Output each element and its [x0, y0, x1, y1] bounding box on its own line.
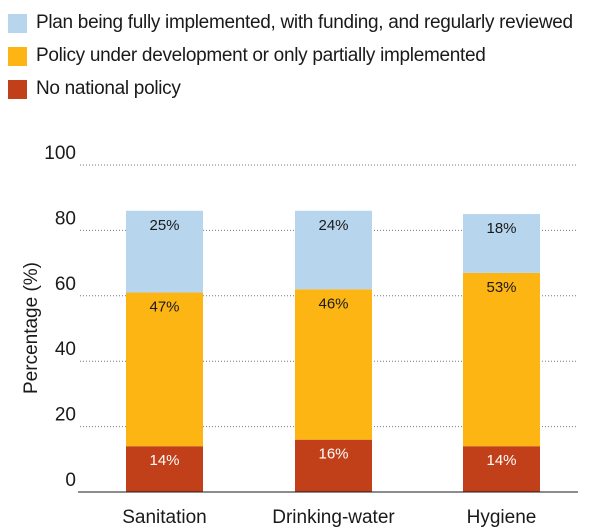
x-category-label: Sanitation: [122, 507, 207, 528]
data-label: 25%: [149, 217, 179, 234]
data-label: 53%: [486, 279, 516, 296]
legend-label-partially-implemented: Policy under development or only partial…: [36, 45, 486, 66]
legend-item-partially-implemented: Policy under development or only partial…: [8, 43, 573, 69]
bar-segment: [463, 446, 540, 492]
legend-item-no-policy: No national policy: [8, 76, 573, 102]
bar-segment: [126, 210, 203, 293]
x-category-label: Drinking-water: [272, 507, 395, 528]
y-axis-title: Percentage (%): [21, 262, 42, 394]
legend-item-fully-implemented: Plan being fully implemented, with fundi…: [8, 10, 573, 36]
bar-segment: [463, 272, 540, 447]
bar-segment: [295, 210, 372, 290]
data-label: 16%: [318, 446, 348, 463]
y-tick-label: 60: [55, 274, 76, 295]
legend-label-fully-implemented: Plan being fully implemented, with fundi…: [36, 12, 573, 33]
data-label: 18%: [486, 220, 516, 237]
data-label: 47%: [149, 299, 179, 316]
data-label: 14%: [486, 452, 516, 469]
data-label: 46%: [318, 295, 348, 312]
bar-segment: [126, 446, 203, 492]
y-tick-label: 20: [55, 405, 76, 426]
y-tick-label: 40: [55, 339, 76, 360]
y-tick-label: 80: [55, 208, 76, 229]
legend-label-no-policy: No national policy: [36, 78, 181, 99]
bar-segment: [295, 439, 372, 492]
x-category-label: Hygiene: [467, 507, 537, 528]
data-label: 14%: [149, 452, 179, 469]
legend-swatch-partially-implemented: [8, 46, 27, 66]
bar-segment: [126, 292, 203, 447]
y-tick-label: 0: [65, 470, 76, 491]
bar-segment: [295, 289, 372, 440]
legend-swatch-no-policy: [8, 79, 27, 99]
bar-segment: [463, 214, 540, 273]
chart-legend: Plan being fully implemented, with fundi…: [8, 10, 573, 109]
legend-swatch-fully-implemented: [8, 13, 27, 33]
data-label: 24%: [318, 217, 348, 234]
y-tick-label: 100: [44, 143, 76, 164]
